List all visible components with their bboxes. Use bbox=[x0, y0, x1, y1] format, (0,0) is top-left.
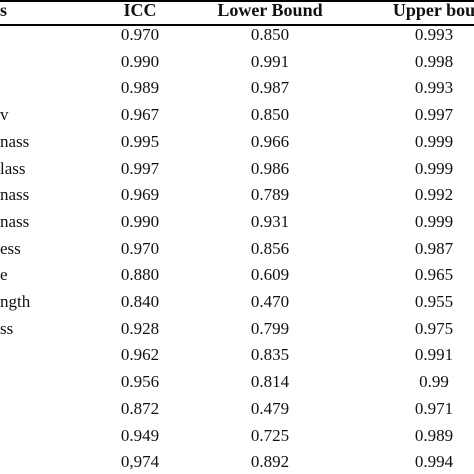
upper-bound-value: 0.999 bbox=[414, 131, 454, 151]
icc-value: 0.995 bbox=[120, 131, 160, 151]
upper-bound-value: 0.965 bbox=[414, 265, 454, 285]
upper-bound-value: 0.975 bbox=[414, 318, 454, 338]
upper-bound-value: 0.971 bbox=[414, 398, 454, 418]
lower-bound-value: 0.725 bbox=[250, 425, 290, 445]
upper-bound-value: 0.991 bbox=[414, 345, 454, 365]
row-label: ess bbox=[0, 238, 21, 258]
lower-bound-value: 0.799 bbox=[250, 318, 290, 338]
icc-value: 0.840 bbox=[120, 292, 160, 311]
header-upper-bound: Upper bou bbox=[392, 0, 474, 20]
lower-bound-value: 0.850 bbox=[250, 25, 290, 44]
upper-bound-value: 0.992 bbox=[414, 185, 454, 205]
upper-bound-value: 0.999 bbox=[414, 211, 454, 231]
lower-bound-value: 0.470 bbox=[250, 292, 290, 311]
upper-bound-value: 0.993 bbox=[414, 25, 454, 44]
lower-bound-value: 0.987 bbox=[250, 78, 290, 98]
lower-bound-value: 0.835 bbox=[250, 345, 290, 365]
lower-bound-value: 0.856 bbox=[250, 238, 290, 258]
row-label: ngth bbox=[0, 292, 31, 311]
lower-bound-value: 0.479 bbox=[250, 398, 290, 418]
icc-value: 0.990 bbox=[120, 211, 160, 231]
icc-value: 0.970 bbox=[120, 238, 160, 258]
icc-value: 0.969 bbox=[120, 185, 160, 205]
row-label: v bbox=[0, 105, 9, 125]
row-label: nass bbox=[0, 131, 30, 151]
lower-bound-value: 0.986 bbox=[250, 158, 290, 178]
icc-value: 0.962 bbox=[120, 345, 160, 365]
lower-bound-value: 0.966 bbox=[250, 131, 290, 151]
lower-bound-value: 0.991 bbox=[250, 51, 290, 71]
icc-value: 0.928 bbox=[120, 318, 160, 338]
lower-bound-value: 0.814 bbox=[250, 372, 290, 392]
upper-bound-value: 0.994 bbox=[414, 452, 454, 472]
upper-bound-value: 0.987 bbox=[414, 238, 454, 258]
upper-bound-value: 0.993 bbox=[414, 78, 454, 98]
header-rule bbox=[0, 24, 474, 26]
top-rule bbox=[0, 0, 474, 2]
row-label: lass bbox=[0, 158, 26, 178]
upper-bound-value: 0.998 bbox=[414, 51, 454, 71]
row-label: nass bbox=[0, 185, 30, 205]
row-label: e bbox=[0, 265, 8, 285]
icc-value: 0.872 bbox=[120, 398, 160, 418]
row-label: nass bbox=[0, 211, 30, 231]
header-lower-bound: Lower Bound bbox=[217, 0, 323, 20]
icc-value: 0.967 bbox=[120, 105, 160, 125]
header-icc: ICC bbox=[123, 0, 157, 20]
lower-bound-value: 0.931 bbox=[250, 211, 290, 231]
lower-bound-value: 0.789 bbox=[250, 185, 290, 205]
upper-bound-value: 0.999 bbox=[414, 158, 454, 178]
icc-value: 0.990 bbox=[120, 51, 160, 71]
lower-bound-value: 0.850 bbox=[250, 105, 290, 125]
lower-bound-value: 0.609 bbox=[250, 265, 290, 285]
row-label: ss bbox=[0, 318, 14, 338]
icc-value: 0,974 bbox=[120, 452, 160, 472]
icc-value: 0.989 bbox=[120, 78, 160, 98]
icc-value: 0.880 bbox=[120, 265, 160, 285]
icc-value: 0.956 bbox=[120, 372, 160, 392]
upper-bound-value: 0.955 bbox=[414, 292, 454, 311]
upper-bound-value: 0.99 bbox=[419, 372, 449, 392]
icc-value: 0.970 bbox=[120, 25, 160, 44]
upper-bound-value: 0.989 bbox=[414, 425, 454, 445]
lower-bound-value: 0.892 bbox=[250, 452, 290, 472]
upper-bound-value: 0.997 bbox=[414, 105, 454, 125]
header-label: s bbox=[0, 0, 8, 20]
icc-value: 0.949 bbox=[120, 425, 160, 445]
icc-value: 0.997 bbox=[120, 158, 160, 178]
